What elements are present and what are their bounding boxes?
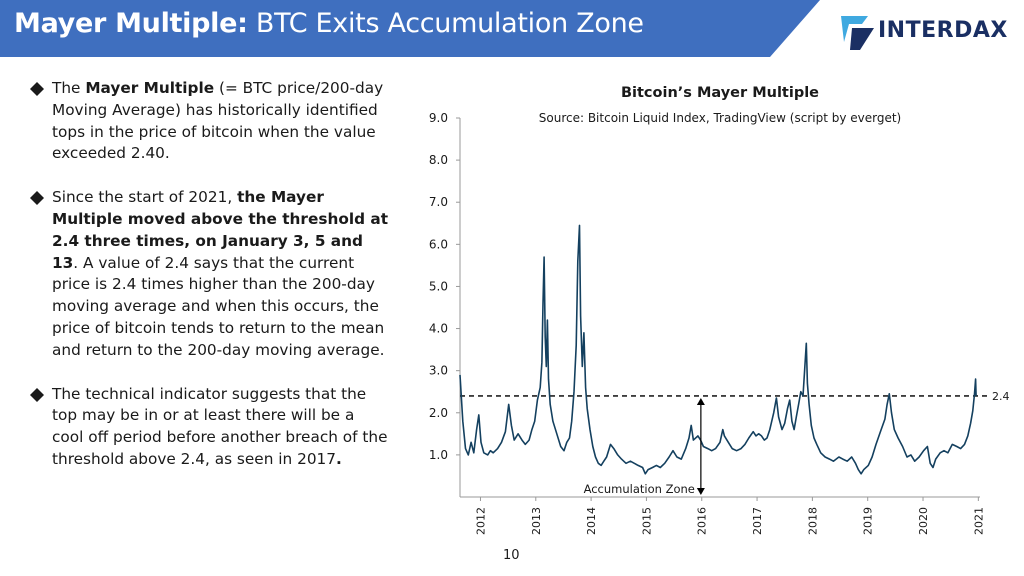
title-rest: BTC Exits Accumulation Zone	[247, 8, 644, 39]
x-tick-label: 2021	[972, 507, 985, 535]
bullet-list: The Mayer Multiple (= BTC price/200-day …	[30, 78, 390, 493]
x-tick-label: 2014	[585, 507, 598, 535]
chart-title: Bitcoin’s Mayer Multiple	[621, 85, 819, 101]
x-tick-label: 2017	[751, 507, 764, 535]
bullet-text: (= BTC price/200-day Moving Average) has…	[52, 79, 384, 163]
diamond-bullet-icon	[30, 387, 44, 402]
banner-shape	[0, 0, 820, 57]
x-tick-label: 2019	[862, 507, 875, 535]
bullet-text-bold: .	[336, 449, 342, 468]
annotation-arrow-head-up	[696, 398, 705, 406]
y-tick-label: 2.0	[429, 406, 448, 420]
diamond-bullet-icon	[30, 82, 44, 96]
bullet-item: The technical indicator suggests that th…	[30, 384, 390, 471]
bullet-text-bold: the Mayer Multiple moved above the thres…	[52, 188, 389, 272]
annotation-label: Accumulation Zone	[584, 482, 695, 496]
bullet-item: Since the start of 2021, the Mayer Multi…	[30, 187, 390, 361]
y-tick-label: 7.0	[429, 195, 448, 209]
x-tick-label: 2013	[530, 507, 543, 535]
title-bold: Mayer Multiple:	[14, 8, 248, 39]
y-tick-label: 9.0	[429, 111, 448, 125]
bullet-text: . A value of 2.4 says that the current p…	[52, 253, 385, 359]
chart-svg: Bitcoin’s Mayer Multiple Source: Bitcoin …	[429, 85, 1010, 535]
y-tick-label: 8.0	[429, 153, 448, 167]
bullet-text-bold: Mayer Multiple	[85, 79, 215, 97]
title-banner: Mayer Multiple: BTC Exits Accumulation Z…	[0, 0, 820, 57]
x-tick-label: 2015	[640, 507, 653, 535]
annotation-arrow-head-down	[696, 488, 705, 495]
diamond-bullet-icon	[30, 191, 44, 206]
y-tick-label: 1.0	[429, 448, 448, 462]
x-tick-label: 2012	[474, 507, 487, 535]
x-tick-label: 2018	[806, 507, 819, 535]
y-tick-label: 5.0	[429, 279, 448, 293]
y-tick-label: 4.0	[429, 322, 448, 336]
y-tick-label: 6.0	[429, 237, 448, 251]
bullet-text: Since the start of 2021,	[52, 188, 238, 207]
page-number: 10	[503, 548, 520, 563]
bullet-text: The technical indicator suggests that th…	[52, 384, 388, 468]
logo-text: INTERDAX	[878, 18, 1008, 43]
mayer-multiple-series-line	[459, 224, 977, 475]
chart-subtitle: Source: Bitcoin Liquid Index, TradingVie…	[539, 111, 901, 125]
bullet-item: The Mayer Multiple (= BTC price/200-day …	[30, 78, 390, 165]
threshold-label: 2.4	[992, 390, 1010, 403]
interdax-logo: INTERDAX	[838, 12, 1008, 52]
slide-title: Mayer Multiple: BTC Exits Accumulation Z…	[14, 8, 644, 39]
y-tick-label: 3.0	[429, 364, 448, 378]
mayer-multiple-chart: Bitcoin’s Mayer Multiple Source: Bitcoin …	[415, 75, 1015, 545]
x-tick-label: 2016	[696, 507, 709, 535]
bullet-text: The	[52, 79, 86, 97]
x-tick-label: 2020	[917, 507, 930, 535]
interdax-logo-icon	[841, 16, 874, 50]
